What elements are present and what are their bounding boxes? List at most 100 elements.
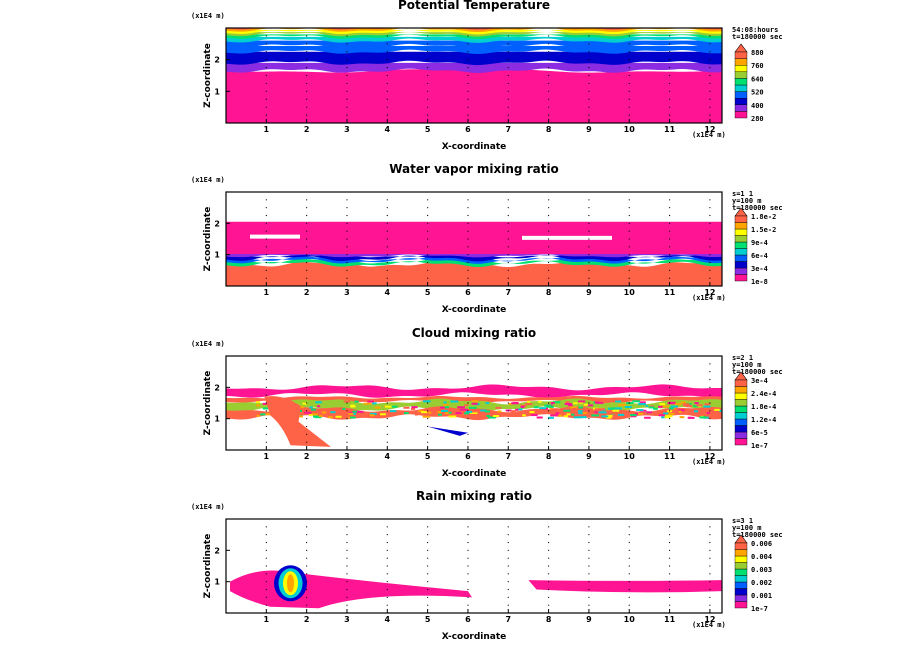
grid-dot — [265, 82, 267, 85]
grid-dot — [507, 114, 509, 116]
colorbar-cell — [734, 104, 748, 112]
qc-speckle — [581, 416, 587, 419]
qc-speckle — [578, 401, 583, 404]
qc-speckle — [719, 409, 722, 412]
grid-dot — [709, 418, 711, 420]
x-tick-label: 5 — [425, 288, 431, 297]
grid-dot — [427, 59, 429, 61]
grid-dot — [628, 573, 630, 575]
qc-speckle — [328, 416, 334, 419]
qc-speckle — [418, 410, 424, 413]
qc-speckle — [693, 410, 699, 413]
grid-dot — [507, 277, 509, 279]
grid-dot — [386, 557, 388, 559]
grid-dot — [507, 199, 509, 201]
colorbar-cell — [734, 235, 748, 243]
chart-title: Water vapor mixing ratio — [389, 162, 559, 176]
qc-speckle — [679, 416, 685, 419]
grid-dot — [628, 238, 630, 240]
qc-speckle — [606, 414, 613, 417]
grid-dot — [386, 214, 388, 217]
colorbar-label: 1e-7 — [751, 605, 768, 613]
grid-dot — [507, 581, 509, 583]
qc-speckle — [565, 401, 570, 404]
grid-dot — [386, 43, 388, 45]
qc-speckle — [471, 402, 478, 405]
grid-dot — [467, 565, 469, 567]
grid-dot — [346, 90, 348, 92]
grid-dot — [507, 51, 509, 53]
qc-speckle — [422, 415, 431, 418]
grid-dot — [548, 402, 550, 404]
qc-speckle — [598, 408, 605, 411]
grid-dot — [265, 573, 267, 575]
qc-speckle — [464, 414, 470, 417]
qc-speckle — [460, 408, 469, 411]
qc-speckle — [316, 405, 321, 408]
grid-dot — [709, 441, 711, 443]
grid-dot — [467, 596, 469, 598]
grid-dot — [467, 74, 469, 77]
grid-dot — [386, 441, 388, 443]
grid-dot — [588, 418, 590, 420]
x-tick-label: 1 — [264, 125, 270, 134]
qc-speckle — [363, 402, 372, 405]
x-tick-label: 11 — [664, 615, 676, 624]
grid-dot — [548, 199, 550, 201]
qc-speckle — [352, 410, 360, 413]
colorbar-cell — [734, 594, 748, 602]
colorbar-cell — [734, 241, 748, 249]
qc-speckle — [470, 410, 477, 413]
z-tick-label: 2 — [214, 383, 220, 392]
qc-speckle — [566, 413, 571, 416]
x-tick-label: 3 — [344, 452, 350, 461]
colorbar-cell — [734, 71, 748, 79]
grid-dot — [265, 534, 267, 536]
qc-speckle — [369, 412, 377, 415]
qc-speckle — [262, 402, 270, 405]
grid-dot — [709, 425, 711, 428]
qc-speckle — [342, 407, 346, 410]
x-tick-label: 9 — [586, 125, 592, 134]
qc-speckle — [495, 406, 502, 409]
colorbar-label: 6e-4 — [751, 252, 768, 260]
grid-dot — [306, 541, 308, 544]
x-tick-label: 10 — [624, 615, 636, 624]
grid-dot — [709, 557, 711, 559]
grid-dot — [386, 565, 388, 567]
grid-dot — [427, 386, 429, 388]
grid-dot — [588, 207, 590, 209]
grid-dot — [467, 114, 469, 116]
grid-dot — [467, 526, 469, 528]
grid-dot — [628, 394, 630, 396]
qc-speckle — [527, 400, 531, 403]
grid-dot — [588, 214, 590, 217]
grid-dot — [265, 246, 267, 248]
qc-speckle — [443, 401, 447, 404]
grid-dot — [467, 573, 469, 575]
field-qr — [226, 519, 722, 613]
grid-dot — [588, 238, 590, 240]
qc-speckle — [661, 416, 666, 419]
grid-dot — [668, 402, 671, 404]
qc-speckle — [464, 412, 470, 415]
grid-dot — [427, 106, 429, 108]
grid-dot — [668, 581, 671, 583]
grid-dot — [265, 371, 267, 373]
grid-dot — [427, 35, 429, 37]
grid-dot — [306, 261, 308, 264]
qc-speckle — [602, 400, 609, 403]
grid-dot — [265, 66, 267, 69]
grid-dot — [668, 90, 671, 92]
x-tick-label: 3 — [344, 615, 350, 624]
grid-dot — [628, 90, 630, 92]
qc-speckle — [319, 415, 323, 418]
qc-speckle — [653, 407, 658, 410]
x-tick-label: 5 — [425, 615, 431, 624]
grid-dot — [709, 59, 711, 61]
grid-dot — [386, 588, 388, 591]
qv-gap — [250, 234, 300, 239]
qc-speckle — [533, 406, 539, 409]
grid-dot — [386, 90, 388, 92]
qc-speckle — [664, 415, 673, 418]
